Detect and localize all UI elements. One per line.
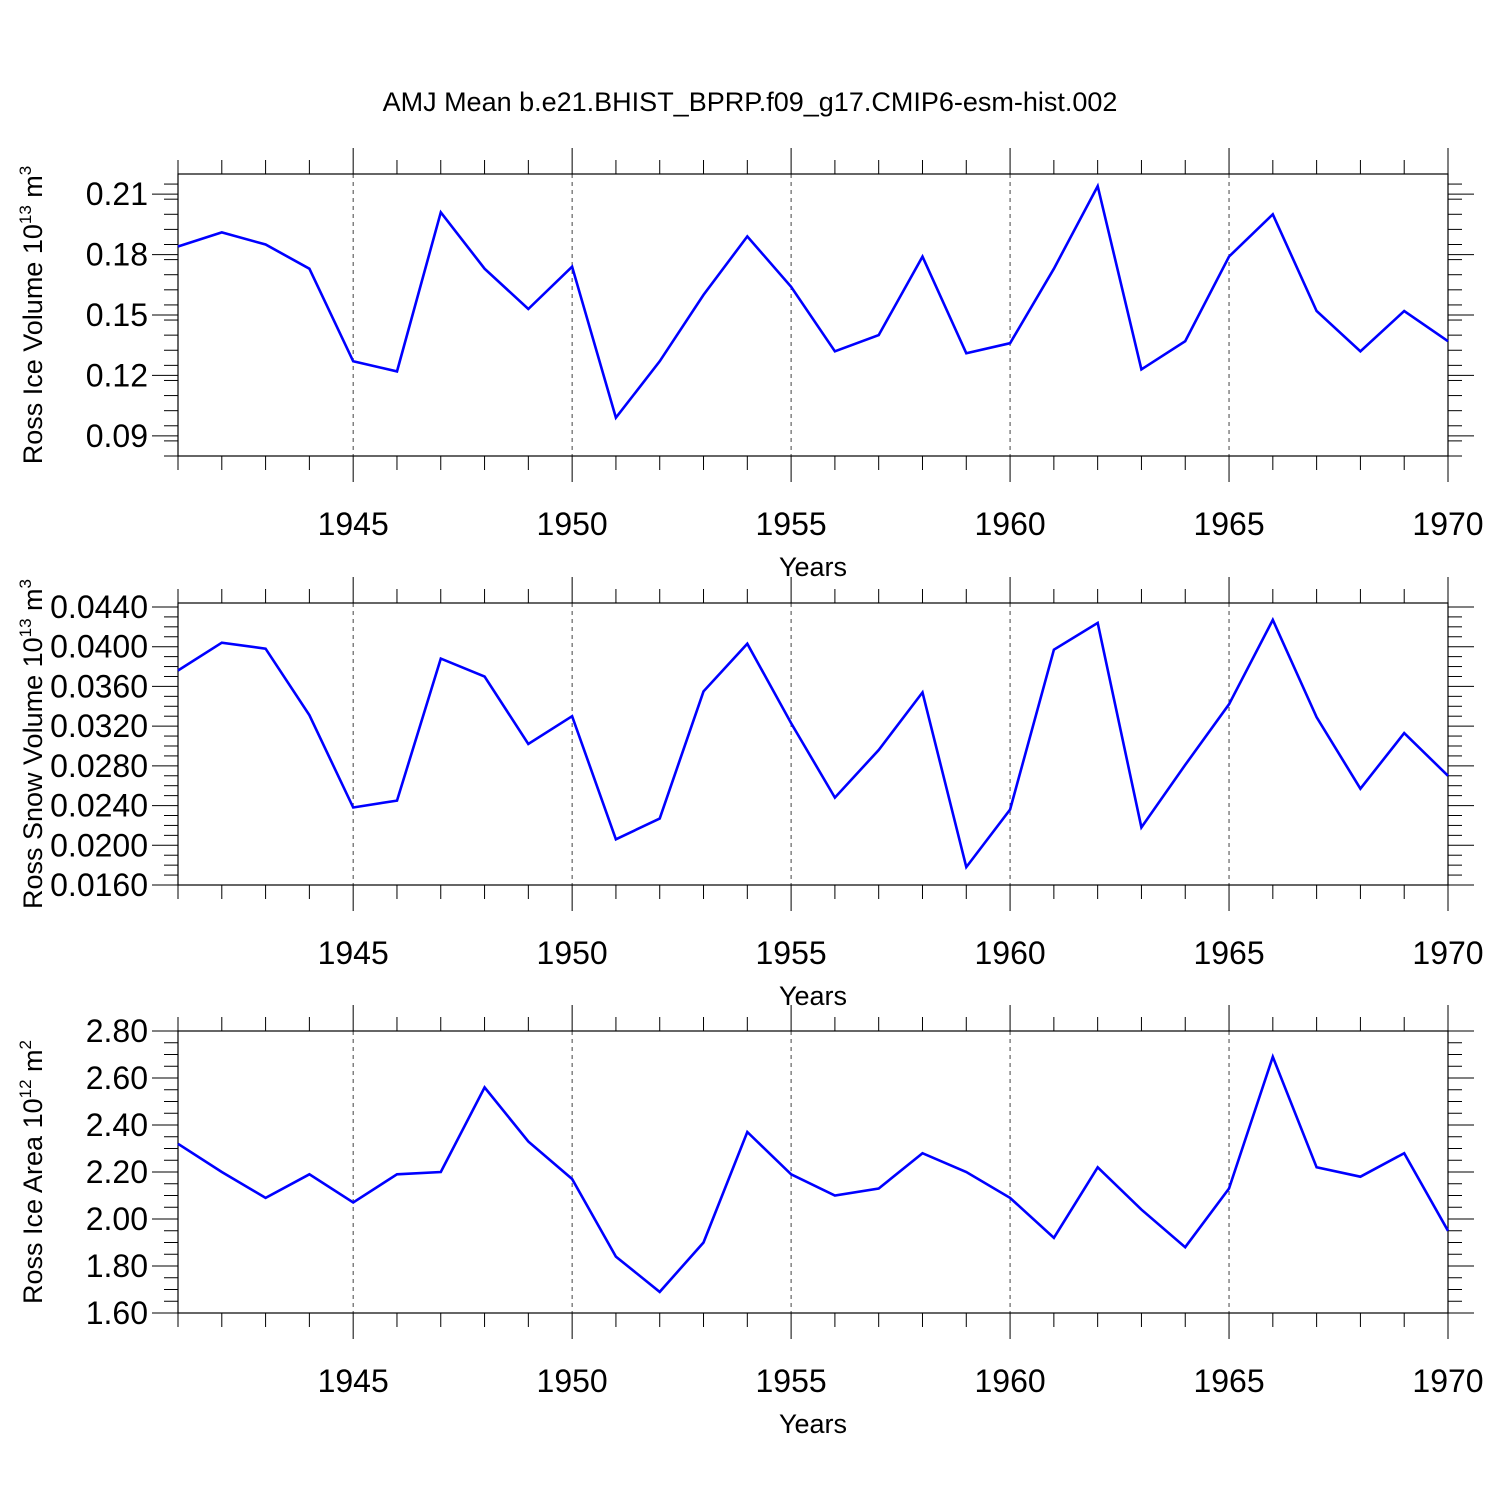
y-tick-label: 0.09 bbox=[86, 418, 148, 454]
y-tick-label: 0.15 bbox=[86, 297, 148, 333]
x-axis-label: Years bbox=[779, 981, 847, 1011]
plot-frame bbox=[177, 602, 1449, 886]
y-tick-label: 0.18 bbox=[86, 237, 148, 273]
y-tick-label: 0.0360 bbox=[50, 668, 148, 704]
y-tick-label: 2.00 bbox=[86, 1201, 148, 1237]
x-tick-label: 1955 bbox=[756, 506, 827, 542]
x-tick-label: 1945 bbox=[318, 935, 389, 971]
y-tick-label: 2.40 bbox=[86, 1107, 148, 1143]
y-axis-label: Ross Snow Volume 1013 m3 bbox=[16, 579, 48, 909]
x-tick-label: 1950 bbox=[537, 935, 608, 971]
x-tick-label: 1955 bbox=[756, 1363, 827, 1399]
x-tick-label: 1950 bbox=[537, 1363, 608, 1399]
x-tick-label: 1945 bbox=[318, 1363, 389, 1399]
x-tick-label: 1970 bbox=[1412, 1363, 1483, 1399]
series-line-1 bbox=[177, 182, 1449, 421]
x-tick-label: 1945 bbox=[318, 506, 389, 542]
x-tick-label: 1970 bbox=[1412, 506, 1483, 542]
x-tick-label: 1960 bbox=[974, 506, 1045, 542]
panel-3: 1.60 1.80 2.00 2.20 2.40 2.60 2.80 1945 1950 1955… bbox=[16, 1005, 1484, 1439]
x-tick-label: 1970 bbox=[1412, 935, 1483, 971]
x-axis-label: Years bbox=[779, 552, 847, 582]
y-tick-label: 0.0320 bbox=[50, 708, 148, 744]
y-tick-label: 2.20 bbox=[86, 1154, 148, 1190]
plot-frame bbox=[177, 173, 1449, 457]
y-tick-label: 1.60 bbox=[86, 1295, 148, 1331]
series-line-1 bbox=[177, 1053, 1450, 1294]
x-tick-label: 1955 bbox=[756, 935, 827, 971]
figure-title: AMJ Mean b.e21.BHIST_BPRP.f09_g17.CMIP6-… bbox=[383, 87, 1118, 117]
x-tick-label: 1965 bbox=[1193, 506, 1264, 542]
x-tick-label: 1965 bbox=[1193, 1363, 1264, 1399]
x-tick-label: 1960 bbox=[974, 935, 1045, 971]
x-tick-label: 1965 bbox=[1193, 935, 1264, 971]
panels: 0.09 0.12 0.15 0.18 0.21 1945 1950 1955 1960 1965… bbox=[16, 148, 1484, 1439]
panel-1: 0.09 0.12 0.15 0.18 0.21 1945 1950 1955 1960 1965… bbox=[16, 148, 1484, 582]
panel-2: 0.01600.02000.02400.02800.03200.03600.04… bbox=[16, 577, 1484, 1011]
y-tick-label: 0.12 bbox=[86, 357, 148, 393]
y-tick-label: 0.0160 bbox=[50, 867, 148, 903]
y-axis-label: Ross Ice Volume 1013 m3 bbox=[16, 166, 48, 465]
y-tick-label: 0.0400 bbox=[50, 629, 148, 665]
y-tick-label: 0.0440 bbox=[50, 589, 148, 625]
y-tick-label: 0.0240 bbox=[50, 788, 148, 824]
y-tick-label: 0.0200 bbox=[50, 827, 148, 863]
y-tick-label: 2.60 bbox=[86, 1060, 148, 1096]
y-tick-label: 0.0280 bbox=[50, 748, 148, 784]
y-tick-label: 2.80 bbox=[86, 1013, 148, 1049]
plot-frame bbox=[177, 1030, 1449, 1314]
y-axis-label: Ross Ice Area 1012 m2 bbox=[16, 1040, 48, 1304]
x-tick-label: 1960 bbox=[974, 1363, 1045, 1399]
y-tick-label: 1.80 bbox=[86, 1248, 148, 1284]
x-tick-label: 1950 bbox=[537, 506, 608, 542]
series-line-1 bbox=[177, 616, 1449, 871]
x-axis-label: Years bbox=[779, 1409, 847, 1439]
y-tick-label: 0.21 bbox=[86, 176, 148, 212]
